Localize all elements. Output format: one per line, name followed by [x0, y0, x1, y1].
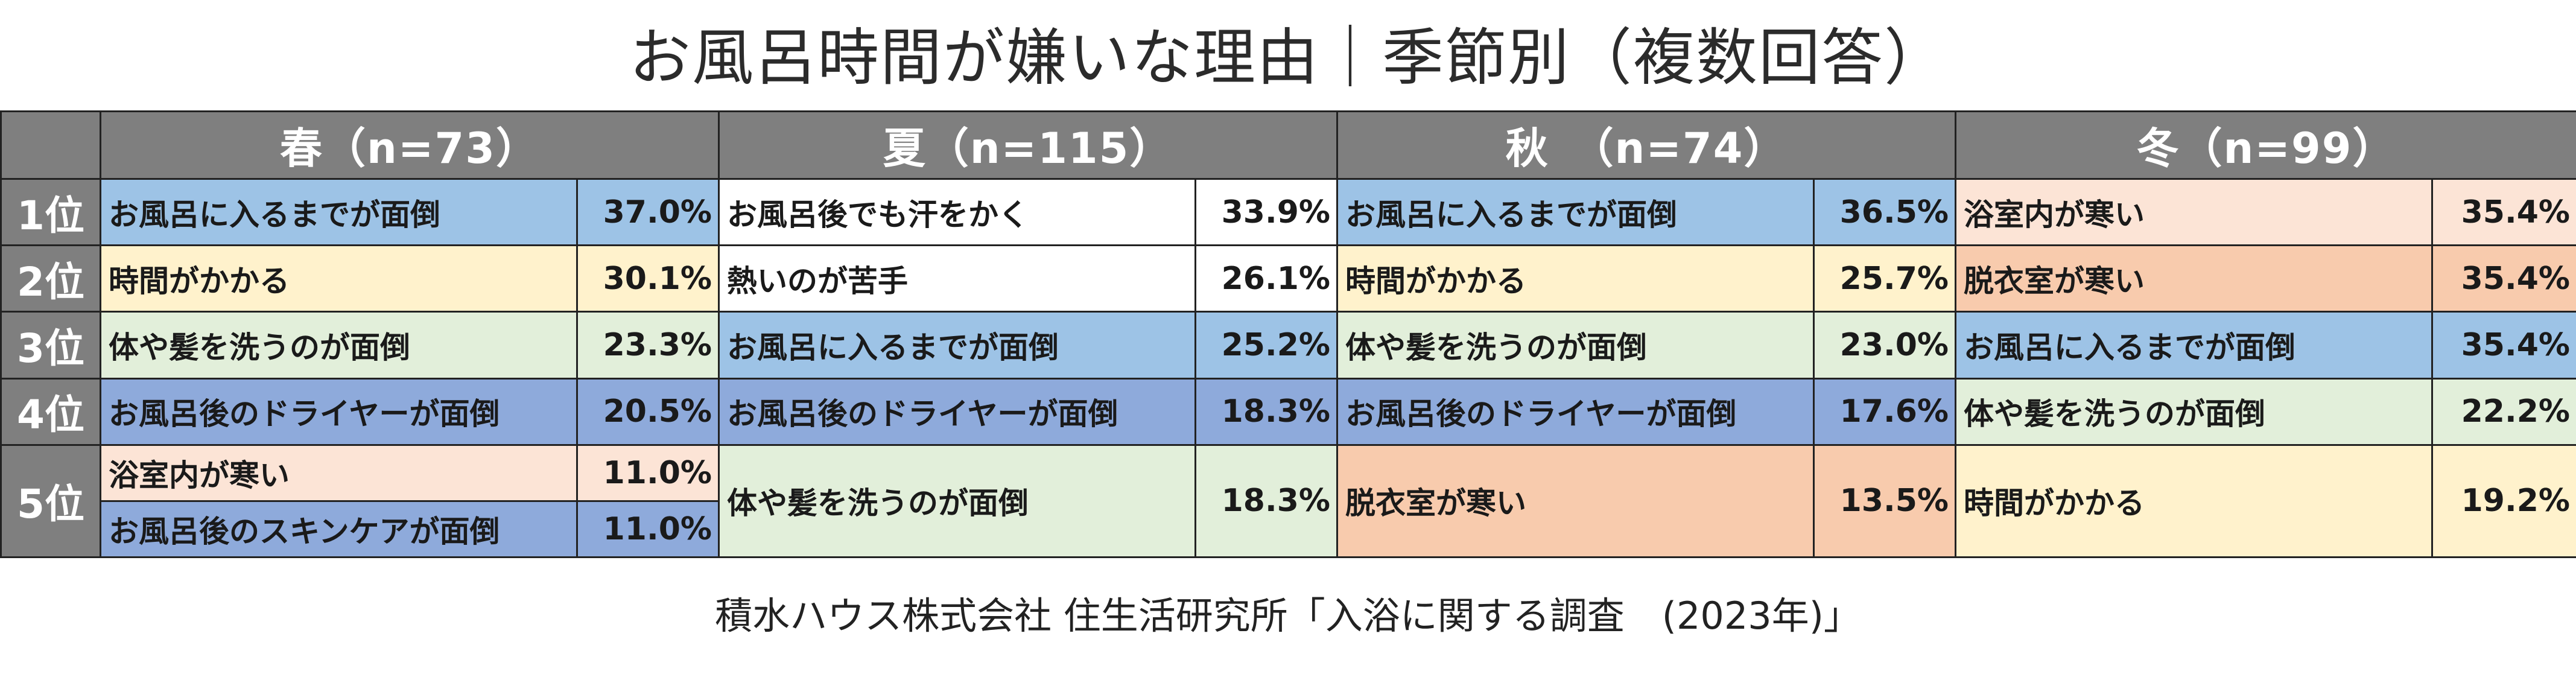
reason-percent-autumn: 25.7% [1813, 244, 1957, 313]
reason-label-summer: お風呂後でも汗をかく [718, 177, 1196, 247]
reason-label-summer: 熱いのが苦手 [718, 244, 1196, 313]
reason-label-winter: 浴室内が寒い [1955, 177, 2434, 247]
reason-label-winter: 脱衣室が寒い [1955, 244, 2434, 313]
source-note: 積水ハウス株式会社 住生活研究所「入浴に関する調査 (2023年)」 [715, 594, 1861, 638]
reason-label-spring: 浴室内が寒い [100, 443, 578, 502]
chart-title: お風呂時間が嫌いな理由｜季節別（複数回答） [629, 22, 1947, 94]
rank-row: 4位 お風呂後のドライヤーが面倒 20.5% お風呂後のドライヤーが面倒 18.3% お風… [0, 377, 2576, 446]
rank-label: 4位 [0, 377, 101, 446]
reason-percent-winter: 35.4% [2431, 311, 2576, 380]
season-header-spring: 春（n=73） [100, 110, 720, 180]
reason-label-summer: お風呂後のドライヤーが面倒 [718, 377, 1196, 446]
rank-row: 3位 体や髪を洗うのが面倒 23.3% お風呂に入るまでが面倒 25.2% 体や髪を洗うの… [0, 311, 2576, 380]
season-header-winter: 冬（n=99） [1955, 110, 2576, 180]
reason-percent-summer: 33.9% [1194, 177, 1339, 247]
reason-percent-autumn: 23.0% [1813, 311, 1957, 380]
reason-percent-spring: 23.3% [576, 311, 720, 380]
rank-label: 5位 [0, 443, 101, 559]
reason-label-winter: 体や髪を洗うのが面倒 [1955, 377, 2434, 446]
reason-label-summer: お風呂に入るまでが面倒 [718, 311, 1196, 380]
reason-percent-summer: 18.3% [1194, 443, 1339, 559]
reason-label-autumn: お風呂後のドライヤーが面倒 [1336, 377, 1815, 446]
ranking-table: 春（n=73） 夏（n=115） 秋 （n=74） 冬（n=99） 1位 お風呂に… [0, 110, 2576, 559]
reason-percent-winter: 19.2% [2431, 443, 2576, 559]
reason-label-autumn: お風呂に入るまでが面倒 [1336, 177, 1815, 247]
reason-label-autumn: 時間がかかる [1336, 244, 1815, 313]
reason-percent-summer: 26.1% [1194, 244, 1339, 313]
reason-label-autumn: 脱衣室が寒い [1336, 443, 1815, 559]
reason-percent-summer: 25.2% [1194, 311, 1339, 380]
reason-label-spring: お風呂後のドライヤーが面倒 [100, 377, 578, 446]
reason-label-winter: お風呂に入るまでが面倒 [1955, 311, 2434, 380]
rank-row: 2位 時間がかかる 30.1% 熱いのが苦手 26.1% 時間がかかる 25.7% 脱衣室が寒… [0, 244, 2576, 313]
rank-row-sub: お風呂後のスキンケアが面倒 11.0% [1, 500, 2576, 559]
reason-percent-winter: 22.2% [2431, 377, 2576, 446]
reason-percent-autumn: 17.6% [1813, 377, 1957, 446]
reason-percent-autumn: 36.5% [1813, 177, 1957, 247]
reason-percent-autumn: 13.5% [1813, 443, 1957, 559]
rank-row: 5位 浴室内が寒い 11.0% 体や髪を洗うのが面倒 18.3% 脱衣室が寒い 13.5% 時… [0, 443, 2576, 559]
reason-label-summer: 体や髪を洗うのが面倒 [718, 443, 1196, 559]
season-header-summer: 夏（n=115） [717, 110, 1339, 180]
reason-percent-spring: 11.0% [576, 443, 720, 502]
rank-row: 1位 お風呂に入るまでが面倒 37.0% お風呂後でも汗をかく 33.9% お風呂に入るま… [0, 177, 2576, 247]
reason-percent-spring: 11.0% [576, 500, 720, 559]
reason-percent-winter: 35.4% [2431, 177, 2576, 247]
rank-label: 3位 [0, 311, 101, 380]
rank-label: 1位 [0, 177, 101, 247]
reason-percent-spring: 20.5% [576, 377, 720, 446]
reason-percent-summer: 18.3% [1194, 377, 1339, 446]
reason-label-spring: 体や髪を洗うのが面倒 [100, 311, 578, 380]
reason-percent-winter: 35.4% [2431, 244, 2576, 313]
reason-label-autumn: 体や髪を洗うのが面倒 [1336, 311, 1815, 380]
corner-cell [0, 110, 101, 180]
reason-percent-spring: 30.1% [576, 244, 720, 313]
reason-label-spring: お風呂に入るまでが面倒 [100, 177, 578, 247]
reason-label-spring: お風呂後のスキンケアが面倒 [100, 500, 578, 559]
season-header-autumn: 秋 （n=74） [1336, 110, 1957, 180]
reason-percent-spring: 37.0% [576, 177, 720, 247]
rank-label: 2位 [0, 244, 101, 313]
ranking-body: 1位 お風呂に入るまでが面倒 37.0% お風呂後でも汗をかく 33.9% お風呂に入るま… [0, 177, 2576, 559]
reason-label-spring: 時間がかかる [100, 244, 578, 313]
reason-label-winter: 時間がかかる [1955, 443, 2434, 559]
